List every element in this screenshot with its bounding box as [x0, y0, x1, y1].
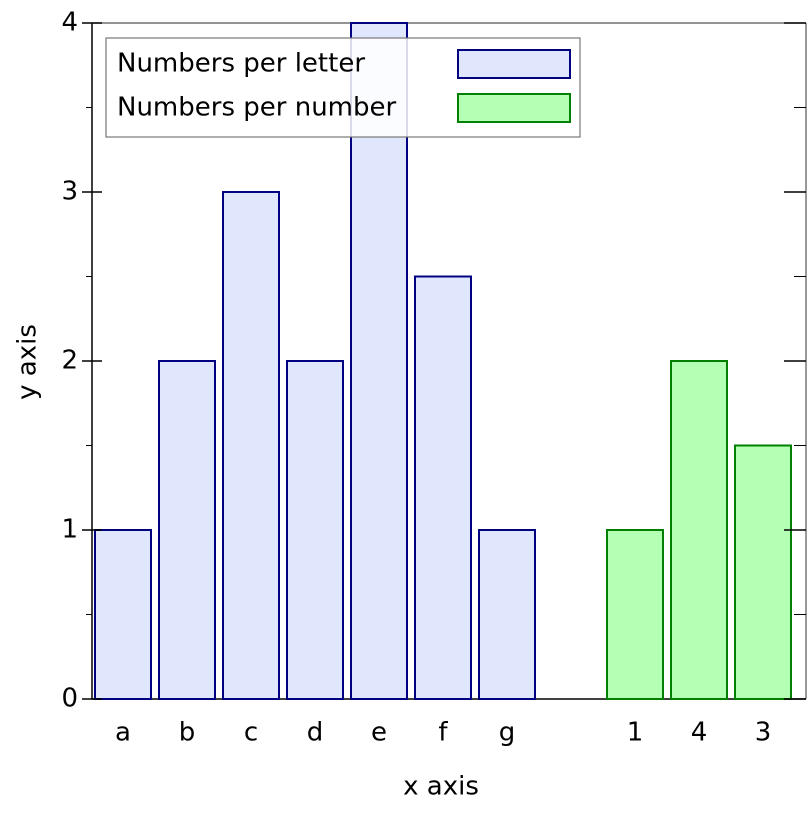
x-tick-label: 3 — [755, 718, 772, 748]
x-tick-label: 4 — [691, 718, 708, 748]
legend-label: Numbers per number — [117, 93, 396, 123]
bar — [286, 360, 344, 700]
x-tick-label: d — [307, 718, 324, 748]
x-tick-label: f — [438, 718, 448, 748]
bar — [414, 275, 472, 700]
x-tick-label: a — [115, 718, 131, 748]
y-tick-label: 3 — [61, 177, 78, 207]
bar — [158, 360, 216, 700]
legend-swatch — [457, 49, 571, 79]
x-tick-label: g — [499, 718, 516, 748]
x-tick-label: e — [371, 718, 387, 748]
bar — [670, 360, 728, 700]
y-tick-label: 4 — [61, 8, 78, 38]
bar — [94, 529, 152, 700]
bar — [478, 529, 536, 700]
bar — [734, 444, 792, 700]
legend-label: Numbers per letter — [117, 49, 365, 79]
bar — [606, 529, 664, 700]
y-tick-label: 2 — [61, 346, 78, 376]
y-axis-label: y axis — [13, 324, 43, 400]
x-axis-label: x axis — [403, 772, 479, 802]
x-tick-label: 1 — [627, 718, 644, 748]
bar — [222, 191, 280, 700]
y-tick-label: 0 — [61, 684, 78, 714]
y-tick-label: 1 — [61, 515, 78, 545]
legend-swatch — [457, 93, 571, 123]
x-tick-label: b — [179, 718, 196, 748]
x-tick-label: c — [244, 718, 258, 748]
